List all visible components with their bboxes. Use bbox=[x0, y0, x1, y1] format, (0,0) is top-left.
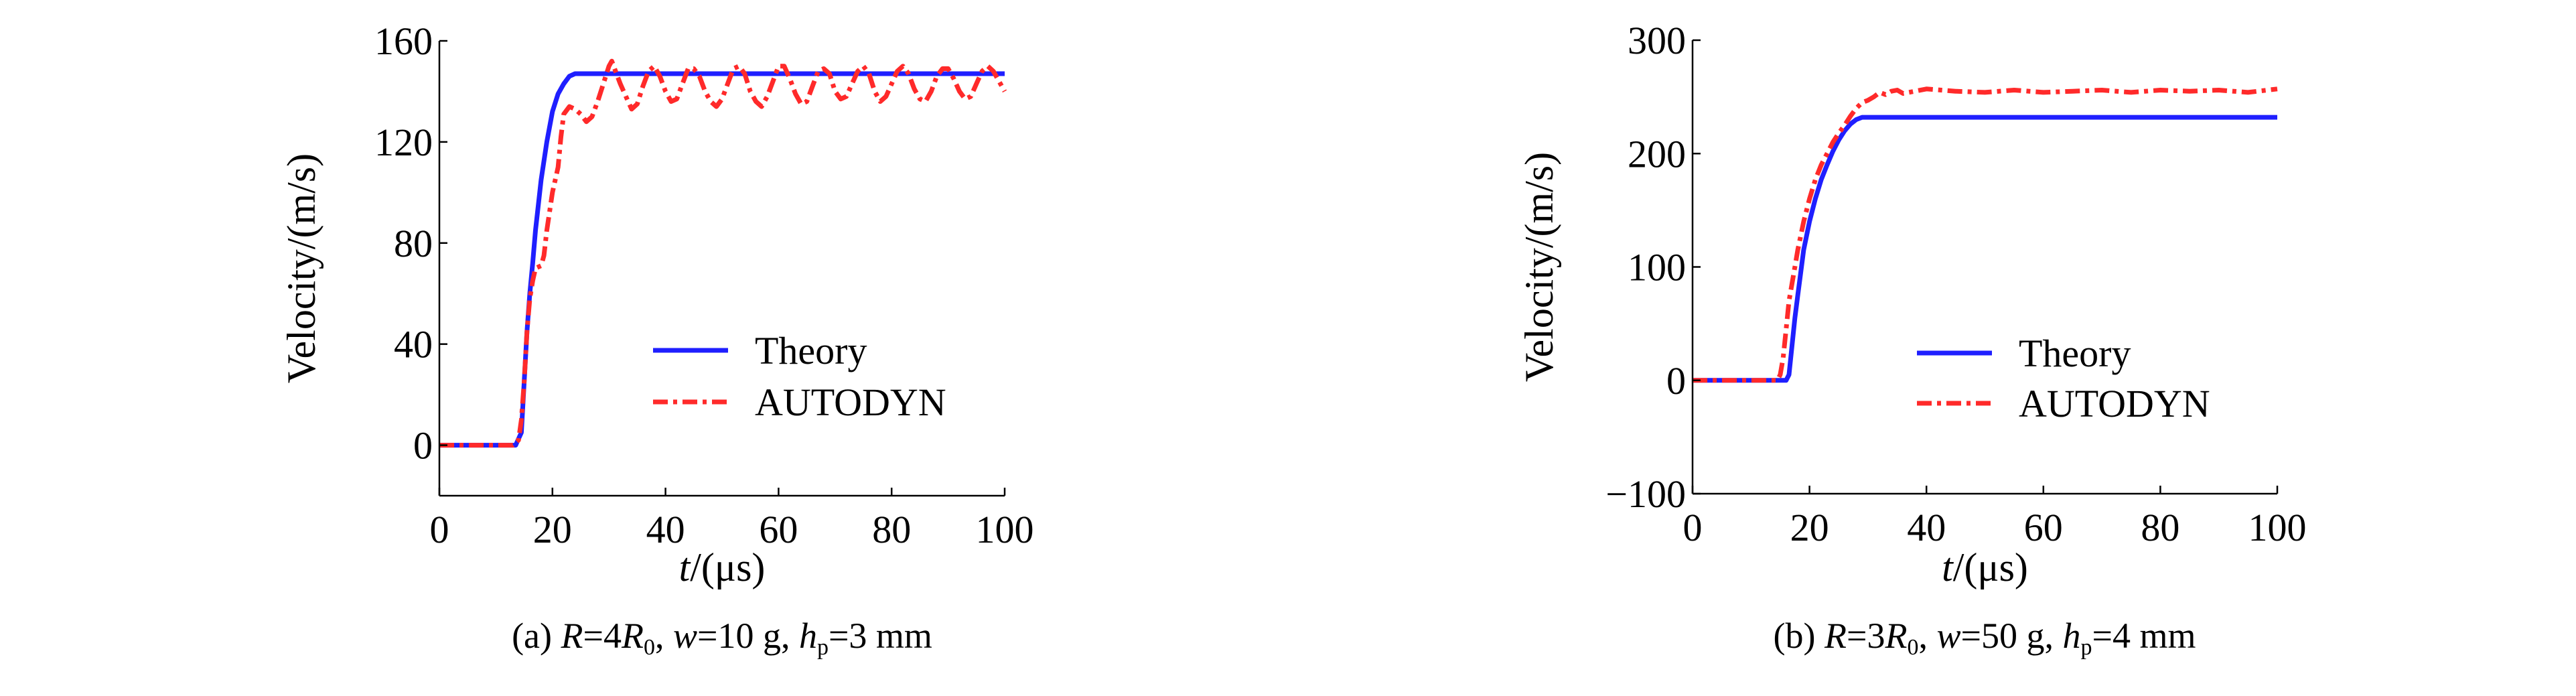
y-tick-label: −100 bbox=[1605, 472, 1686, 516]
x-tick-label: 40 bbox=[646, 508, 685, 551]
caption-part: R bbox=[621, 616, 644, 656]
legend-label-theory: Theory bbox=[2019, 332, 2131, 375]
x-tick-label: 100 bbox=[976, 508, 1034, 551]
x-axis-label-var: t bbox=[1942, 545, 1954, 589]
series-autodyn bbox=[1693, 86, 2278, 383]
caption-part: =4 mm bbox=[2092, 616, 2196, 656]
caption-part: R bbox=[561, 616, 583, 656]
legend-label-autodyn: AUTODYN bbox=[755, 380, 946, 424]
y-tick-label: 300 bbox=[1628, 19, 1686, 62]
x-tick-label: 0 bbox=[430, 508, 449, 551]
series-autodyn bbox=[439, 58, 1007, 448]
x-tick-label: 60 bbox=[2024, 506, 2063, 549]
caption-part: w bbox=[1936, 616, 1960, 656]
x-tick-label: 80 bbox=[2141, 506, 2179, 549]
series-theory bbox=[1693, 115, 2277, 383]
caption-part: =3 mm bbox=[829, 616, 932, 656]
x-axis-label-unit: /(μs) bbox=[690, 545, 765, 589]
caption-part: h bbox=[799, 616, 817, 656]
x-axis-label-unit: /(μs) bbox=[1953, 545, 2028, 589]
x-tick-label: 80 bbox=[872, 508, 911, 551]
y-tick-label: 40 bbox=[394, 323, 433, 366]
x-tick-label: 100 bbox=[2248, 506, 2307, 549]
x-tick-label: 0 bbox=[1683, 506, 1703, 549]
x-tick-label: 60 bbox=[759, 508, 798, 551]
caption-part: =4 bbox=[583, 616, 622, 656]
y-tick-label: 160 bbox=[374, 19, 433, 63]
y-tick-label: 0 bbox=[413, 424, 433, 468]
caption-part: p bbox=[2080, 635, 2092, 660]
x-axis-label-var: t bbox=[679, 545, 691, 589]
chart-a: Theory AUTODYN 0 20 40 60 80 100 0 40 80 120 160 t/(μ… bbox=[279, 19, 1034, 660]
caption-part: , bbox=[1918, 616, 1936, 656]
y-tick-label: 120 bbox=[374, 121, 433, 164]
caption-part: (b) bbox=[1774, 616, 1824, 656]
caption-part: =3 bbox=[1847, 616, 1885, 656]
y-axis-label: Velocity/(m/s) bbox=[1517, 152, 1561, 382]
chart-caption: (a) R=4R0, w=10 g, hp=3 mm bbox=[512, 616, 932, 660]
x-tick-label: 40 bbox=[1907, 506, 1946, 549]
caption-part: h bbox=[2062, 616, 2080, 656]
caption-part: 0 bbox=[644, 635, 655, 660]
caption-part: (a) bbox=[512, 616, 561, 656]
caption-part: R bbox=[1824, 616, 1847, 656]
legend-label-autodyn: AUTODYN bbox=[2019, 382, 2210, 425]
y-axis-label: Velocity/(m/s) bbox=[279, 153, 324, 383]
caption-part: , bbox=[655, 616, 673, 656]
x-tick-label: 20 bbox=[1790, 506, 1829, 549]
caption-part: w bbox=[673, 616, 697, 656]
x-axis-label: t/(μs) bbox=[679, 545, 766, 589]
y-tick-label: 0 bbox=[1666, 359, 1686, 403]
y-tick-label: 200 bbox=[1628, 132, 1686, 176]
caption-part: =50 g, bbox=[1961, 616, 2063, 656]
x-axis-label: t/(μs) bbox=[1942, 545, 2028, 589]
x-tick-label: 20 bbox=[533, 508, 572, 551]
caption-part: =10 g, bbox=[697, 616, 799, 656]
chart-caption: (b) R=3R0, w=50 g, hp=4 mm bbox=[1774, 616, 2196, 660]
y-tick-label: 80 bbox=[394, 222, 433, 265]
y-tick-label: 100 bbox=[1628, 246, 1686, 289]
caption-part: p bbox=[817, 635, 829, 660]
legend-label-theory: Theory bbox=[755, 329, 867, 372]
caption-part: 0 bbox=[1907, 635, 1918, 660]
caption-part: R bbox=[1884, 616, 1907, 656]
